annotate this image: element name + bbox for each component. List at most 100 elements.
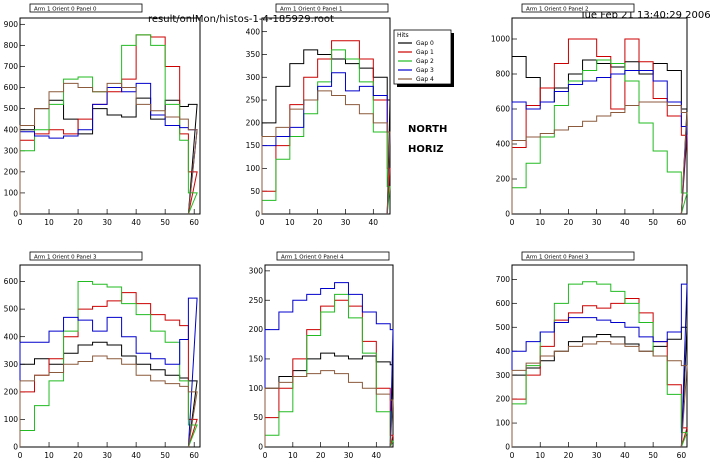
y-tick-label: 0 (505, 210, 510, 219)
y-tick-label: 700 (496, 275, 511, 284)
y-tick-label: 100 (496, 419, 511, 428)
series-line-gap-4 (264, 370, 394, 448)
y-tick-label: 200 (249, 325, 264, 334)
y-tick-label: 100 (246, 164, 261, 173)
x-tick-label: 50 (648, 451, 658, 460)
y-tick-label: 100 (249, 384, 264, 393)
series-line-gap-2 (19, 34, 198, 215)
y-tick-label: 150 (249, 355, 264, 364)
plot-frame (261, 17, 391, 215)
x-tick-label: 0 (18, 218, 23, 227)
panel-title-box (29, 251, 143, 261)
y-tick-label: 0 (13, 443, 18, 452)
x-tick-label: 50 (648, 218, 658, 227)
y-tick-label: 300 (246, 73, 261, 82)
y-tick-label: 800 (4, 41, 19, 50)
x-tick-label: 10 (288, 451, 298, 460)
panel-title-box (521, 251, 635, 261)
y-tick-label: 600 (496, 105, 511, 114)
series-line-gap-2 (264, 293, 394, 448)
y-tick-label: 100 (4, 415, 19, 424)
x-tick-label: 50 (160, 218, 170, 227)
plot-frame (19, 264, 201, 448)
series-line-gap-0 (511, 326, 688, 448)
y-tick-label: 0 (258, 443, 263, 452)
x-tick-label: 30 (102, 218, 112, 227)
y-tick-label: 300 (4, 146, 19, 155)
y-tick-label: 900 (4, 20, 19, 29)
series-line-gap-0 (511, 56, 688, 215)
y-tick-label: 0 (255, 210, 260, 219)
y-tick-label: 100 (4, 189, 19, 198)
series-line-gap-1 (19, 34, 198, 215)
series-line-gap-4 (261, 90, 391, 215)
series-line-gap-0 (264, 352, 394, 448)
x-tick-label: 20 (564, 451, 574, 460)
y-tick-label: 0 (505, 443, 510, 452)
panel-title: Arm 1 Orient 0 Panel 2 (526, 6, 589, 12)
y-tick-label: 300 (4, 360, 19, 369)
legend-box (393, 29, 452, 85)
y-tick-label: 600 (4, 277, 19, 286)
series-line-gap-0 (19, 341, 198, 448)
legend-title: Hits (397, 32, 409, 39)
y-tick-label: 400 (496, 347, 511, 356)
series-line-gap-1 (511, 298, 688, 448)
annotation-north: NORTH (408, 124, 447, 135)
x-tick-label: 20 (73, 218, 83, 227)
x-tick-label: 40 (620, 218, 630, 227)
series-line-gap-3 (511, 70, 688, 215)
y-tick-label: 500 (4, 104, 19, 113)
x-tick-label: 40 (372, 451, 382, 460)
x-tick-label: 30 (592, 218, 602, 227)
y-tick-label: 0 (13, 210, 18, 219)
panel-title: Arm 1 Orient 0 Panel 4 (281, 254, 344, 260)
legend-entry: Gap 1 (416, 49, 434, 56)
series-line-gap-4 (511, 341, 688, 448)
panel-title: Arm 1 Orient 0 Panel 3 (34, 254, 97, 260)
x-tick-label: 0 (510, 218, 515, 227)
x-tick-label: 40 (131, 218, 141, 227)
series-line-gap-4 (19, 355, 198, 448)
x-tick-label: 60 (189, 451, 199, 460)
y-tick-label: 200 (4, 387, 19, 396)
x-tick-label: 20 (73, 451, 83, 460)
series-line-gap-3 (264, 282, 394, 448)
series-line-gap-3 (19, 297, 198, 448)
legend-entry: Gap 4 (416, 76, 434, 83)
y-tick-label: 350 (246, 50, 261, 59)
x-tick-label: 0 (18, 451, 23, 460)
x-tick-label: 60 (677, 218, 687, 227)
x-tick-label: 10 (535, 218, 545, 227)
series-line-gap-2 (511, 281, 688, 448)
panel-title: Arm 1 Orient 0 Panel 1 (280, 6, 343, 12)
x-tick-label: 20 (564, 218, 574, 227)
series-line-gap-4 (511, 101, 688, 215)
legend-entry: Gap 3 (416, 67, 434, 74)
datetime-text: Tue Feb 21 13:40:29 2006 (580, 10, 711, 21)
panel-title-box (521, 3, 635, 13)
y-tick-label: 200 (4, 167, 19, 176)
x-tick-label: 0 (510, 451, 515, 460)
y-tick-label: 250 (246, 96, 261, 105)
series-line-gap-2 (261, 49, 391, 215)
y-tick-label: 600 (4, 83, 19, 92)
y-tick-label: 250 (249, 296, 264, 305)
y-tick-label: 800 (496, 70, 511, 79)
x-tick-label: 50 (160, 451, 170, 460)
series-line-gap-3 (261, 72, 391, 215)
x-tick-label: 40 (369, 218, 379, 227)
panel-title: Arm 1 Orient 0 Panel 3 (526, 254, 589, 260)
plot-frame (19, 17, 201, 215)
y-tick-label: 300 (496, 371, 511, 380)
x-tick-label: 0 (260, 218, 265, 227)
y-tick-label: 600 (496, 299, 511, 308)
y-tick-label: 400 (246, 27, 261, 36)
x-tick-label: 30 (592, 451, 602, 460)
x-tick-label: 60 (189, 218, 199, 227)
series-line-gap-3 (19, 82, 198, 215)
y-tick-label: 50 (250, 187, 260, 196)
x-tick-label: 30 (344, 451, 354, 460)
x-tick-label: 10 (44, 451, 54, 460)
